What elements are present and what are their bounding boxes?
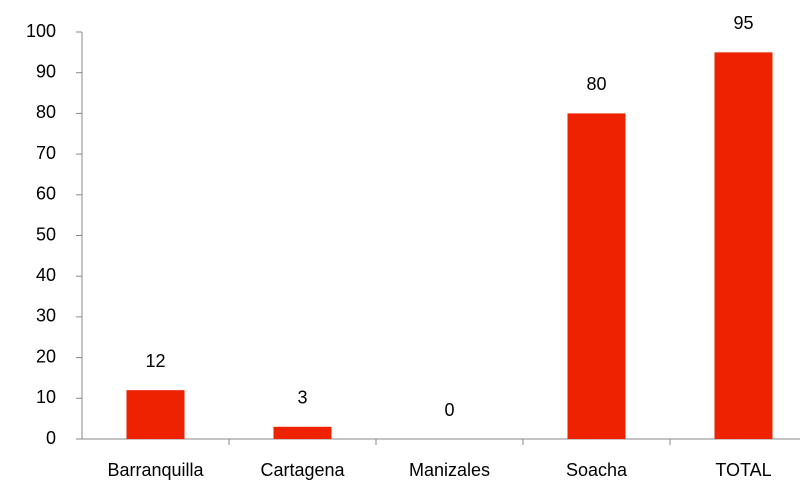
data-label: 95	[733, 13, 753, 33]
y-tick-label: 90	[36, 61, 56, 81]
y-tick-label: 10	[36, 387, 56, 407]
x-tick-label: Barranquilla	[107, 460, 204, 480]
data-label: 80	[586, 74, 606, 94]
y-tick-label: 80	[36, 102, 56, 122]
y-tick-label: 70	[36, 143, 56, 163]
y-tick-label: 20	[36, 346, 56, 366]
x-tick-label: Soacha	[566, 460, 628, 480]
y-tick-label: 60	[36, 184, 56, 204]
x-tick-label: Manizales	[409, 460, 490, 480]
x-tick-label: Cartagena	[260, 460, 345, 480]
data-label: 12	[145, 351, 165, 371]
y-tick-label: 40	[36, 265, 56, 285]
data-label: 0	[444, 400, 454, 420]
y-tick-label: 100	[26, 21, 56, 41]
y-tick-label: 30	[36, 306, 56, 326]
bar	[567, 113, 626, 440]
y-tick-label: 0	[46, 428, 56, 448]
y-tick-label: 50	[36, 224, 56, 244]
bar	[714, 52, 773, 439]
bar	[126, 390, 185, 439]
bar	[273, 426, 332, 439]
data-label: 3	[297, 388, 307, 408]
x-tick-label: TOTAL	[715, 460, 771, 480]
